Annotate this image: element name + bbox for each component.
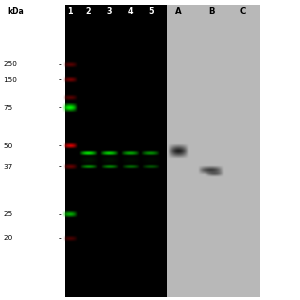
Text: A: A [175, 7, 182, 16]
Text: B: B [208, 7, 214, 16]
Bar [167, 4, 260, 297]
Text: -: - [59, 210, 62, 219]
Text: 3: 3 [106, 7, 112, 16]
Text: -: - [59, 162, 62, 171]
Text: -: - [59, 75, 62, 84]
Text: 2: 2 [86, 7, 91, 16]
Text: 4: 4 [128, 7, 133, 16]
Text: 37: 37 [3, 164, 12, 169]
Text: kDa: kDa [8, 8, 24, 16]
Text: 1: 1 [68, 7, 73, 16]
Text: 250: 250 [3, 61, 17, 68]
Bar [260, 4, 300, 297]
Text: 5: 5 [148, 7, 153, 16]
Text: 20: 20 [3, 236, 12, 242]
Bar [64, 4, 167, 297]
Text: -: - [59, 141, 62, 150]
Text: 150: 150 [3, 76, 17, 82]
Text: -: - [59, 103, 62, 112]
Text: -: - [59, 234, 62, 243]
Text: C: C [240, 7, 246, 16]
Text: 50: 50 [3, 142, 12, 148]
Text: -: - [59, 60, 62, 69]
Text: 75: 75 [3, 105, 12, 111]
Text: 25: 25 [3, 212, 12, 218]
